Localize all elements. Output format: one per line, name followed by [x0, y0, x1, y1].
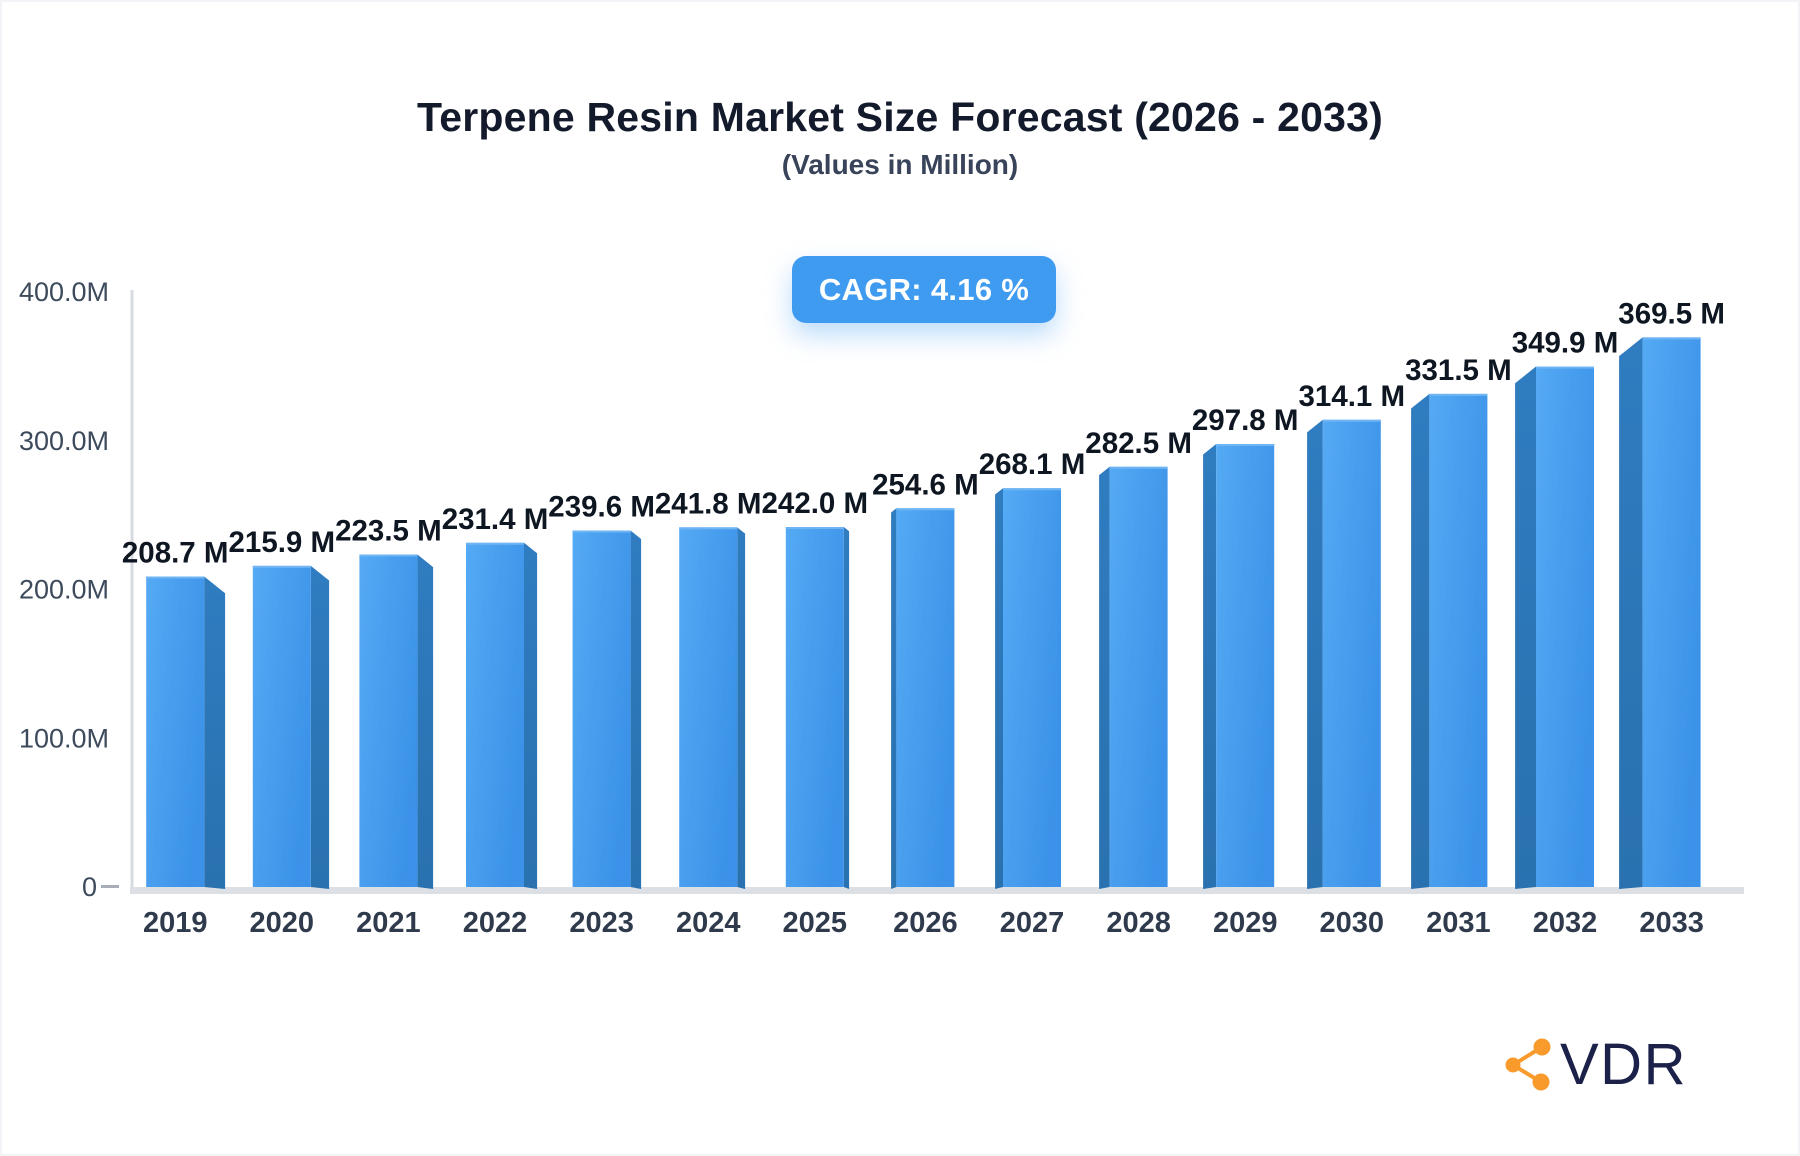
bar-side-face: [1307, 419, 1323, 889]
bar-value-label: 297.8 M: [1192, 404, 1299, 437]
bar-front-face: [1322, 419, 1381, 887]
bar-front-face: [1536, 366, 1594, 887]
bar-side-face: [204, 576, 226, 889]
y-axis-label: 200.0M: [19, 575, 109, 605]
zero-tick-mark: [101, 885, 119, 888]
y-axis-label: 100.0M: [19, 723, 109, 753]
bar-2025: [785, 527, 850, 889]
x-axis-label: 2032: [1533, 907, 1598, 939]
bar-value-label: 254.6 M: [872, 468, 979, 501]
y-axis-line: [130, 290, 134, 887]
x-axis-label: 2029: [1213, 907, 1278, 939]
bar-2028: [1099, 466, 1168, 889]
vdr-logo-icon: [1505, 1038, 1551, 1091]
bar-2021: [359, 554, 434, 889]
cagr-badge: CAGR: 4.16 %: [792, 256, 1056, 323]
bar-front-face: [252, 565, 311, 887]
bar-side-face: [843, 527, 850, 889]
vdr-logo-text: VDR: [1560, 1032, 1687, 1097]
chart-title: Terpene Resin Market Size Forecast (2026…: [417, 94, 1383, 140]
bar-2029: [1203, 444, 1275, 889]
bar-side-face: [1619, 337, 1643, 889]
bar-side-face: [524, 542, 538, 889]
bars-layer: [146, 337, 1701, 889]
bar-front-face: [1109, 466, 1168, 887]
x-axis-label: 2019: [143, 907, 208, 939]
x-axis-label: 2022: [463, 907, 528, 939]
bar-value-label: 369.5 M: [1618, 297, 1725, 330]
x-axis-label: 2020: [250, 907, 315, 939]
bar-2023: [572, 530, 642, 889]
bar-side-face: [995, 488, 1003, 889]
bar-side-face: [1099, 466, 1110, 889]
bar-front-face: [359, 554, 418, 887]
bar-side-face: [417, 554, 434, 889]
bar-2030: [1307, 419, 1381, 889]
bar-side-face: [310, 565, 330, 889]
bar-front-face: [1003, 488, 1061, 887]
bar-2033: [1619, 337, 1701, 889]
bar-value-label: 282.5 M: [1085, 427, 1192, 460]
bar-2031: [1411, 393, 1488, 889]
x-axis-baseline: [130, 887, 1744, 894]
x-axis-label: 2027: [1000, 907, 1065, 939]
bar-value-label: 208.7 M: [122, 537, 229, 570]
x-axis-label: 2030: [1320, 907, 1385, 939]
x-axis-label: 2026: [893, 907, 958, 939]
bar-side-face: [1411, 393, 1430, 889]
x-axis-label: 2033: [1639, 907, 1704, 939]
labels-layer: 208.7 M 2019 215.9 M 2020 223.5 M 2021 231.4 M…: [122, 297, 1725, 939]
bar-value-label: 314.1 M: [1299, 380, 1406, 413]
bar-front-face: [785, 527, 844, 887]
bar-side-face: [737, 527, 746, 889]
bar-side-face: [1515, 366, 1536, 889]
x-axis-label: 2031: [1426, 907, 1491, 939]
bar-value-label: 349.9 M: [1512, 327, 1619, 360]
bar-2024: [679, 527, 746, 889]
y-axis-label: 400.0M: [19, 277, 109, 307]
bar-side-face: [1203, 444, 1217, 889]
bar-front-face: [146, 576, 205, 887]
bar-2020: [252, 565, 330, 889]
bar-value-label: 242.0 M: [762, 487, 869, 520]
axis-layer: 400.0M 300.0M 200.0M 100.0M 0: [19, 277, 1744, 902]
bar-value-label: 239.6 M: [548, 491, 655, 524]
bar-value-label: 231.4 M: [442, 503, 549, 536]
bar-value-label: 215.9 M: [229, 526, 336, 559]
bar-side-face: [630, 530, 642, 889]
bar-side-face: [891, 508, 897, 889]
x-axis-label: 2025: [783, 907, 848, 939]
cagr-badge-label: CAGR: 4.16 %: [818, 271, 1030, 307]
bar-2026: [891, 508, 955, 889]
x-axis-label: 2028: [1106, 907, 1171, 939]
bar-front-face: [679, 527, 738, 887]
vdr-logo: VDR: [1502, 1036, 1687, 1094]
bar-2027: [995, 488, 1061, 889]
bar-value-label: 268.1 M: [979, 448, 1086, 481]
bar-value-label: 223.5 M: [335, 515, 442, 548]
bar-front-face: [896, 508, 955, 887]
bar-value-label: 241.8 M: [655, 487, 762, 520]
x-axis-label: 2021: [356, 907, 421, 939]
x-axis-label: 2023: [569, 907, 634, 939]
chart-subtitle: (Values in Million): [781, 149, 1019, 180]
bar-2019: [146, 576, 226, 889]
y-axis-label: 0: [82, 872, 97, 902]
bar-2022: [466, 542, 538, 889]
bar-2032: [1515, 366, 1594, 889]
bar-front-face: [572, 530, 631, 887]
bar-front-face: [1642, 337, 1701, 887]
x-axis-label: 2024: [676, 907, 741, 939]
y-axis-label: 300.0M: [19, 426, 109, 456]
bar-front-face: [1429, 393, 1488, 887]
bar-value-label: 331.5 M: [1405, 354, 1512, 387]
bar-front-face: [1216, 444, 1275, 887]
bar-front-face: [466, 542, 524, 887]
